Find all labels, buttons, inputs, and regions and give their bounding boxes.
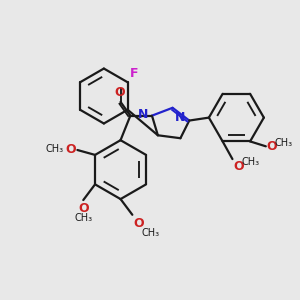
Text: N: N <box>175 111 185 124</box>
Text: CH₃: CH₃ <box>141 227 159 238</box>
Text: CH₃: CH₃ <box>241 157 260 167</box>
Text: O: O <box>114 86 125 99</box>
Text: O: O <box>66 142 76 155</box>
Text: O: O <box>267 140 278 153</box>
Text: CH₃: CH₃ <box>274 138 293 148</box>
Text: O: O <box>233 160 244 173</box>
Text: O: O <box>78 202 88 215</box>
Text: CH₃: CH₃ <box>46 144 64 154</box>
Text: F: F <box>130 67 138 80</box>
Text: CH₃: CH₃ <box>74 213 92 223</box>
Text: O: O <box>133 217 144 230</box>
Text: N: N <box>138 108 148 121</box>
